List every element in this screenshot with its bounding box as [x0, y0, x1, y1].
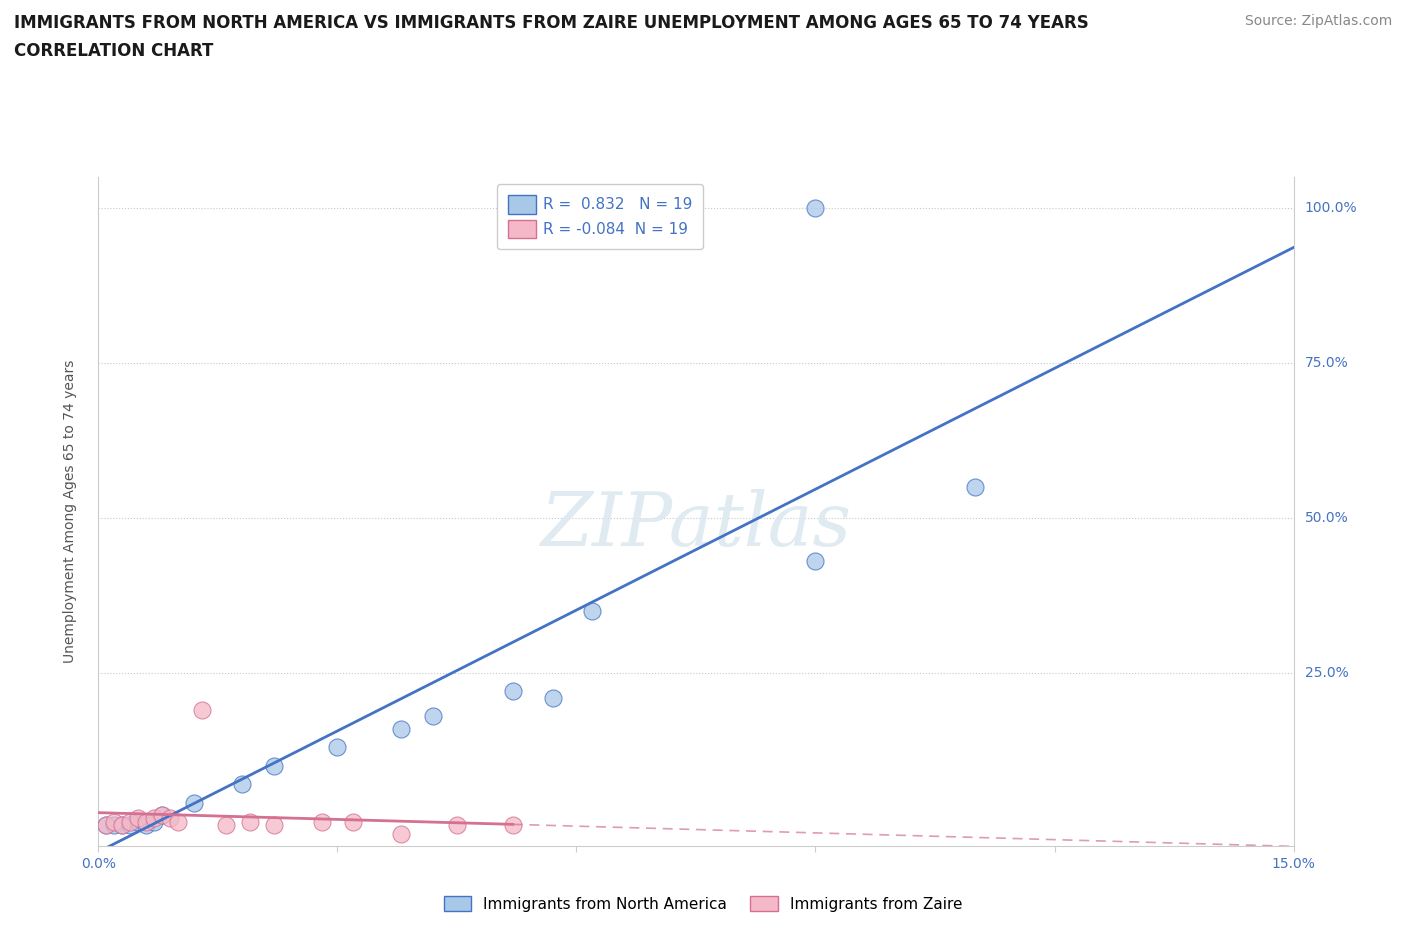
Y-axis label: Unemployment Among Ages 65 to 74 years: Unemployment Among Ages 65 to 74 years	[63, 360, 77, 663]
Text: 50.0%: 50.0%	[1305, 511, 1348, 525]
Point	[127, 814, 149, 829]
Point	[215, 817, 238, 832]
Point	[120, 817, 142, 832]
Point	[135, 817, 157, 832]
Point	[111, 817, 134, 832]
Point	[150, 808, 173, 823]
Text: CORRELATION CHART: CORRELATION CHART	[14, 42, 214, 60]
Point	[502, 684, 524, 698]
Point	[96, 817, 118, 832]
Point	[804, 553, 827, 568]
Point	[150, 808, 173, 823]
Text: Source: ZipAtlas.com: Source: ZipAtlas.com	[1244, 14, 1392, 28]
Text: ZIPatlas: ZIPatlas	[540, 488, 852, 561]
Point	[239, 814, 262, 829]
Point	[804, 200, 827, 215]
Point	[389, 827, 412, 842]
Point	[311, 814, 333, 829]
Point	[103, 814, 125, 829]
Point	[446, 817, 468, 832]
Point	[111, 817, 134, 832]
Point	[96, 817, 118, 832]
Point	[103, 817, 125, 832]
Point	[135, 814, 157, 829]
Text: 100.0%: 100.0%	[1305, 201, 1357, 215]
Point	[541, 690, 564, 705]
Point	[127, 811, 149, 826]
Point	[263, 817, 285, 832]
Point	[143, 814, 166, 829]
Point	[143, 811, 166, 826]
Point	[120, 814, 142, 829]
Point	[191, 702, 214, 717]
Point	[167, 814, 190, 829]
Point	[502, 817, 524, 832]
Text: IMMIGRANTS FROM NORTH AMERICA VS IMMIGRANTS FROM ZAIRE UNEMPLOYMENT AMONG AGES 6: IMMIGRANTS FROM NORTH AMERICA VS IMMIGRA…	[14, 14, 1088, 32]
Legend: R =  0.832   N = 19, R = -0.084  N = 19: R = 0.832 N = 19, R = -0.084 N = 19	[498, 184, 703, 249]
Legend: Immigrants from North America, Immigrants from Zaire: Immigrants from North America, Immigrant…	[437, 889, 969, 918]
Point	[183, 795, 205, 810]
Point	[581, 604, 603, 618]
Point	[159, 811, 181, 826]
Point	[342, 814, 364, 829]
Text: 25.0%: 25.0%	[1305, 666, 1348, 680]
Text: 75.0%: 75.0%	[1305, 355, 1348, 370]
Point	[263, 758, 285, 773]
Point	[422, 709, 444, 724]
Point	[326, 739, 349, 754]
Point	[963, 479, 986, 494]
Point	[389, 721, 412, 736]
Point	[231, 777, 253, 791]
